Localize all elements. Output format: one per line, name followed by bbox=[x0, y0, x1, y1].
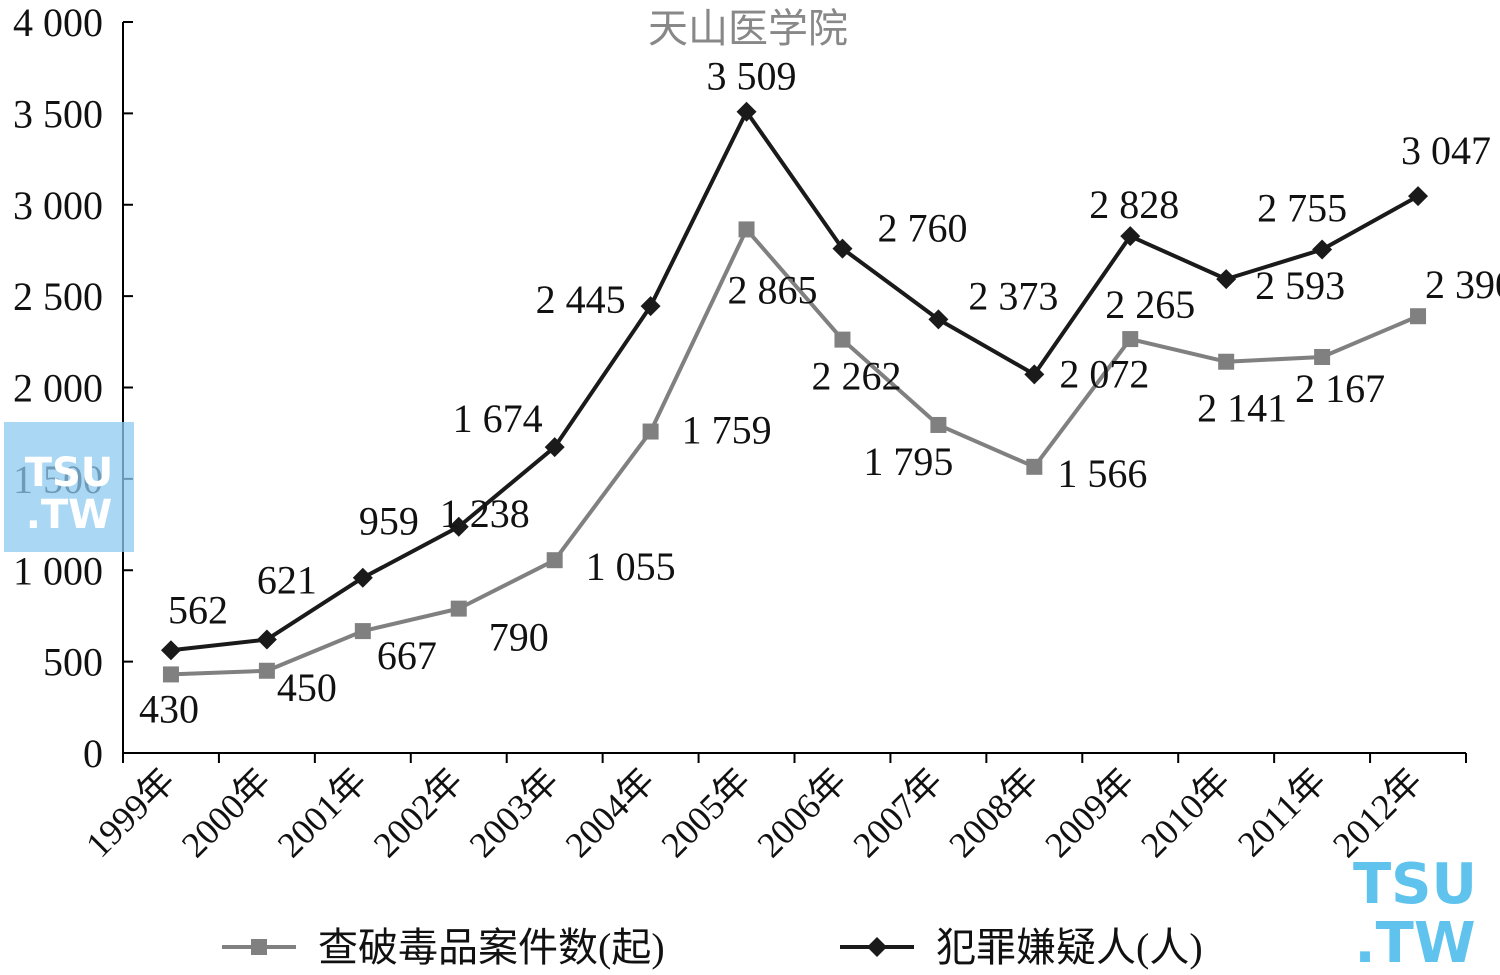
legend-label: 查破毒品案件数(起) bbox=[318, 925, 665, 970]
data-point-square bbox=[642, 423, 659, 440]
data-point-square bbox=[354, 623, 371, 640]
data-label-suspects: 2 373 bbox=[968, 273, 1058, 318]
data-label-cases: 2 167 bbox=[1295, 366, 1385, 411]
x-tick-label: 2011年 bbox=[1230, 760, 1334, 864]
data-point-square bbox=[834, 331, 851, 348]
data-label-cases: 790 bbox=[489, 615, 549, 660]
x-tick-label: 2009年 bbox=[1037, 760, 1142, 865]
data-point-diamond bbox=[1312, 239, 1333, 260]
x-tick-label: 2006年 bbox=[749, 760, 854, 865]
x-tick-label: 2004年 bbox=[558, 760, 663, 865]
data-point-square bbox=[258, 662, 275, 679]
x-tick-label: 2007年 bbox=[845, 760, 950, 865]
watermark-logo-left-line2: .TW bbox=[26, 492, 113, 538]
data-point-square bbox=[738, 221, 755, 238]
watermark-logo-right: TSU .TW bbox=[1353, 852, 1477, 975]
data-point-diamond bbox=[1120, 226, 1141, 247]
data-label-suspects: 3 047 bbox=[1401, 128, 1491, 173]
data-label-cases: 2 390 bbox=[1425, 262, 1500, 307]
x-tick-label: 2003年 bbox=[462, 760, 567, 865]
data-label-cases: 1 759 bbox=[682, 408, 772, 453]
x-tick-label: 2001年 bbox=[270, 760, 375, 865]
data-label-suspects: 562 bbox=[168, 587, 228, 632]
data-point-diamond bbox=[544, 437, 565, 458]
data-point-diamond bbox=[256, 629, 277, 650]
x-tick-label: 2000年 bbox=[174, 760, 279, 865]
data-label-cases: 430 bbox=[139, 686, 199, 731]
data-point-square bbox=[251, 939, 267, 955]
watermark-top-text: 天山医学院 bbox=[648, 6, 848, 51]
data-label-cases: 2 262 bbox=[811, 354, 901, 399]
y-tick-label: 0 bbox=[83, 731, 103, 776]
data-label-cases: 667 bbox=[377, 633, 437, 678]
data-label-cases: 1 055 bbox=[586, 544, 676, 589]
data-label-suspects: 3 509 bbox=[707, 54, 797, 99]
y-tick-label: 3 500 bbox=[13, 91, 103, 136]
y-tick-label: 1 000 bbox=[13, 548, 103, 593]
data-label-suspects: 1 674 bbox=[453, 396, 543, 441]
chart-legend: 查破毒品案件数(起) 犯罪嫌疑人(人) bbox=[222, 925, 1203, 970]
y-tick-label: 2 500 bbox=[13, 274, 103, 319]
y-tick-label: 500 bbox=[43, 640, 103, 685]
data-point-diamond bbox=[928, 309, 949, 330]
data-label-cases: 2 865 bbox=[728, 267, 818, 312]
y-tick-label: 4 000 bbox=[13, 0, 103, 45]
data-label-suspects: 959 bbox=[359, 499, 419, 544]
data-label-suspects: 2 760 bbox=[877, 206, 967, 251]
watermark-logo-left: TSU .TW bbox=[4, 422, 134, 552]
data-point-diamond bbox=[160, 640, 181, 661]
series-line-suspects bbox=[170, 109, 1420, 653]
data-label-suspects: 2 593 bbox=[1255, 263, 1345, 308]
data-point-square bbox=[1122, 331, 1139, 348]
data-point-diamond bbox=[448, 516, 469, 537]
data-point-diamond bbox=[736, 101, 757, 122]
data-point-square bbox=[1026, 458, 1043, 475]
watermark-logo-right-line1: TSU bbox=[1353, 852, 1477, 917]
data-point-square bbox=[1410, 308, 1427, 325]
data-point-square bbox=[1218, 353, 1235, 370]
data-point-square bbox=[546, 552, 563, 569]
watermark-logo-left-line1: TSU bbox=[25, 450, 114, 496]
data-point-square bbox=[1314, 348, 1331, 365]
data-label-suspects: 2 755 bbox=[1257, 186, 1347, 231]
data-point-square bbox=[450, 600, 467, 617]
data-label-suspects: 621 bbox=[257, 558, 317, 603]
y-tick-label: 2 000 bbox=[13, 366, 103, 411]
x-tick-label: 2005年 bbox=[654, 760, 759, 865]
watermark-logo-right-line2: .TW bbox=[1354, 911, 1475, 975]
data-point-diamond bbox=[867, 937, 887, 957]
data-label-cases: 1 566 bbox=[1057, 451, 1147, 496]
data-label-cases: 1 795 bbox=[863, 439, 953, 484]
data-label-suspects: 1 238 bbox=[440, 491, 530, 536]
x-tick-label: 1999年 bbox=[78, 760, 183, 865]
legend-label: 犯罪嫌疑人(人) bbox=[936, 925, 1203, 970]
x-tick-label: 2008年 bbox=[941, 760, 1046, 865]
data-label-cases: 450 bbox=[277, 665, 337, 710]
data-point-diamond bbox=[640, 296, 661, 317]
data-point-diamond bbox=[1024, 364, 1045, 385]
series-line-cases bbox=[170, 227, 1419, 677]
data-point-diamond bbox=[352, 567, 373, 588]
data-label-suspects: 2 072 bbox=[1059, 351, 1149, 396]
y-tick-label: 3 000 bbox=[13, 183, 103, 228]
x-tick-label: 2002年 bbox=[366, 760, 471, 865]
data-point-diamond bbox=[832, 238, 853, 259]
data-point-square bbox=[162, 666, 179, 683]
data-point-diamond bbox=[1216, 269, 1237, 290]
data-point-square bbox=[930, 416, 947, 433]
x-tick-label: 2012年 bbox=[1325, 760, 1430, 865]
data-label-cases: 2 265 bbox=[1105, 282, 1195, 327]
data-point-diamond bbox=[1408, 186, 1429, 207]
x-tick-label: 2010年 bbox=[1133, 760, 1238, 865]
data-label-suspects: 2 828 bbox=[1089, 182, 1179, 227]
data-label-suspects: 2 445 bbox=[536, 277, 626, 322]
data-label-cases: 2 141 bbox=[1197, 386, 1287, 431]
